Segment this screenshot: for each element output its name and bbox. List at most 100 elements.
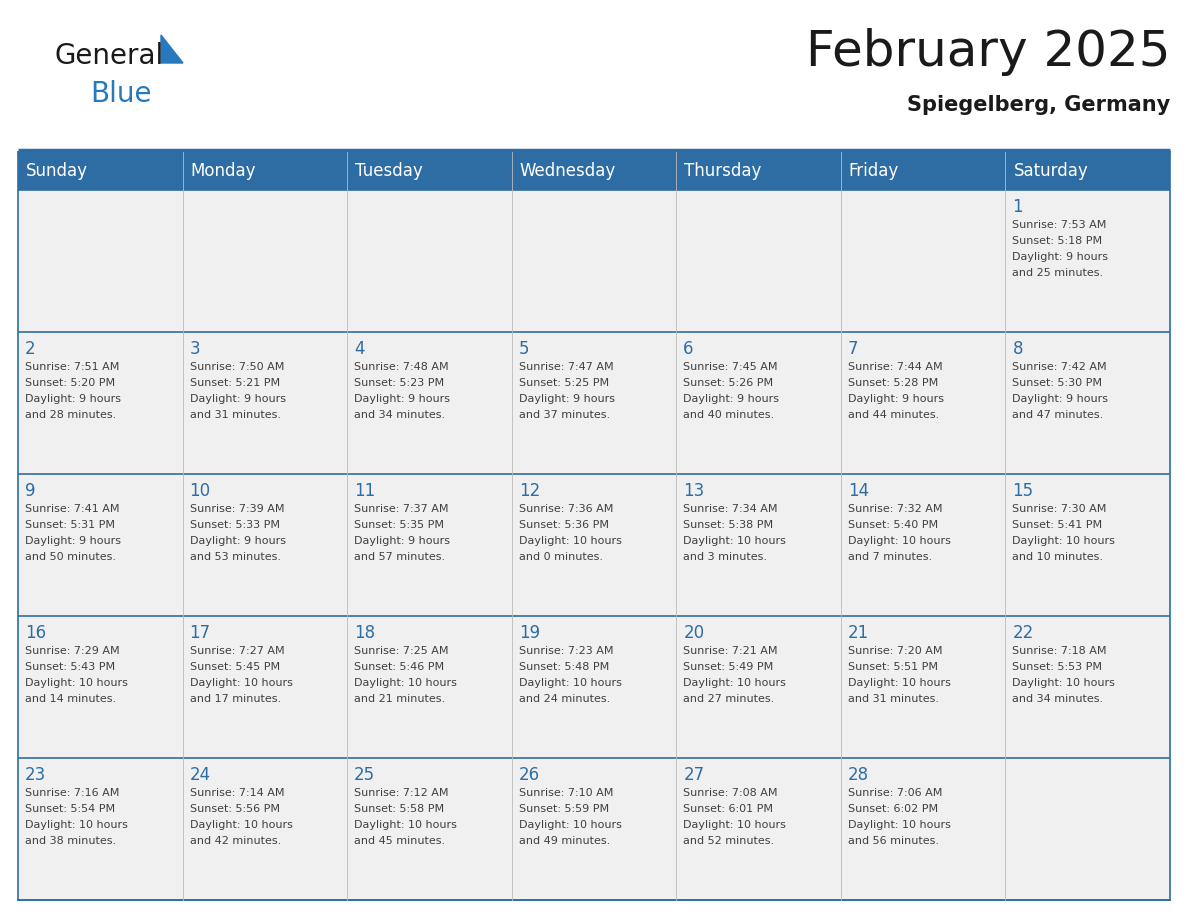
Text: Sunrise: 7:34 AM: Sunrise: 7:34 AM bbox=[683, 504, 778, 514]
Bar bbox=[183, 616, 347, 758]
Bar bbox=[347, 152, 512, 190]
Bar bbox=[183, 152, 347, 190]
Text: Daylight: 10 hours: Daylight: 10 hours bbox=[683, 536, 786, 546]
Bar bbox=[1005, 616, 1170, 758]
Text: Daylight: 9 hours: Daylight: 9 hours bbox=[848, 394, 943, 404]
Text: Sunset: 5:48 PM: Sunset: 5:48 PM bbox=[519, 662, 609, 672]
Bar bbox=[18, 758, 183, 900]
Text: Sunset: 5:59 PM: Sunset: 5:59 PM bbox=[519, 804, 608, 814]
Text: Daylight: 9 hours: Daylight: 9 hours bbox=[683, 394, 779, 404]
Bar bbox=[841, 616, 1005, 758]
Text: Daylight: 10 hours: Daylight: 10 hours bbox=[519, 820, 621, 830]
Text: 24: 24 bbox=[190, 766, 210, 784]
Bar bbox=[676, 758, 841, 900]
Text: Sunset: 5:43 PM: Sunset: 5:43 PM bbox=[25, 662, 115, 672]
Text: Daylight: 9 hours: Daylight: 9 hours bbox=[25, 394, 121, 404]
Bar bbox=[512, 474, 676, 616]
Text: Daylight: 9 hours: Daylight: 9 hours bbox=[354, 394, 450, 404]
Text: and 17 minutes.: and 17 minutes. bbox=[190, 694, 280, 704]
Text: 25: 25 bbox=[354, 766, 375, 784]
Text: Sunday: Sunday bbox=[26, 162, 88, 180]
Text: and 56 minutes.: and 56 minutes. bbox=[848, 836, 939, 846]
Text: Sunrise: 7:42 AM: Sunrise: 7:42 AM bbox=[1012, 362, 1107, 372]
Text: and 42 minutes.: and 42 minutes. bbox=[190, 836, 280, 846]
Text: Sunset: 5:23 PM: Sunset: 5:23 PM bbox=[354, 378, 444, 388]
Text: Wednesday: Wednesday bbox=[519, 162, 615, 180]
Text: Daylight: 9 hours: Daylight: 9 hours bbox=[190, 394, 285, 404]
Text: and 49 minutes.: and 49 minutes. bbox=[519, 836, 609, 846]
Text: and 57 minutes.: and 57 minutes. bbox=[354, 552, 446, 562]
Text: 28: 28 bbox=[848, 766, 868, 784]
Text: and 0 minutes.: and 0 minutes. bbox=[519, 552, 602, 562]
Bar bbox=[347, 616, 512, 758]
Text: Sunset: 5:36 PM: Sunset: 5:36 PM bbox=[519, 520, 608, 530]
Bar bbox=[676, 152, 841, 190]
Text: 20: 20 bbox=[683, 624, 704, 642]
Text: Daylight: 10 hours: Daylight: 10 hours bbox=[354, 820, 457, 830]
Text: 19: 19 bbox=[519, 624, 539, 642]
Text: Sunset: 5:28 PM: Sunset: 5:28 PM bbox=[848, 378, 939, 388]
Text: and 10 minutes.: and 10 minutes. bbox=[1012, 552, 1104, 562]
Text: and 27 minutes.: and 27 minutes. bbox=[683, 694, 775, 704]
Text: Sunset: 6:01 PM: Sunset: 6:01 PM bbox=[683, 804, 773, 814]
Text: 13: 13 bbox=[683, 482, 704, 500]
Text: Sunrise: 7:36 AM: Sunrise: 7:36 AM bbox=[519, 504, 613, 514]
Text: Spiegelberg, Germany: Spiegelberg, Germany bbox=[906, 95, 1170, 115]
Text: Sunset: 5:54 PM: Sunset: 5:54 PM bbox=[25, 804, 115, 814]
Text: 6: 6 bbox=[683, 340, 694, 358]
Text: Sunrise: 7:39 AM: Sunrise: 7:39 AM bbox=[190, 504, 284, 514]
Bar bbox=[183, 758, 347, 900]
Text: Daylight: 9 hours: Daylight: 9 hours bbox=[519, 394, 614, 404]
Text: and 45 minutes.: and 45 minutes. bbox=[354, 836, 446, 846]
Text: Sunrise: 7:12 AM: Sunrise: 7:12 AM bbox=[354, 788, 449, 798]
Text: Sunrise: 7:16 AM: Sunrise: 7:16 AM bbox=[25, 788, 119, 798]
Text: Blue: Blue bbox=[90, 80, 152, 108]
Bar bbox=[512, 332, 676, 474]
Bar bbox=[1005, 758, 1170, 900]
Bar bbox=[1005, 152, 1170, 190]
Text: and 44 minutes.: and 44 minutes. bbox=[848, 410, 939, 420]
Text: 12: 12 bbox=[519, 482, 541, 500]
Text: Sunrise: 7:20 AM: Sunrise: 7:20 AM bbox=[848, 646, 942, 656]
Text: 3: 3 bbox=[190, 340, 201, 358]
Text: and 25 minutes.: and 25 minutes. bbox=[1012, 268, 1104, 278]
Text: 17: 17 bbox=[190, 624, 210, 642]
Text: Sunrise: 7:25 AM: Sunrise: 7:25 AM bbox=[354, 646, 449, 656]
Text: and 31 minutes.: and 31 minutes. bbox=[190, 410, 280, 420]
Text: Daylight: 10 hours: Daylight: 10 hours bbox=[25, 820, 128, 830]
Text: Tuesday: Tuesday bbox=[355, 162, 423, 180]
Text: Sunrise: 7:44 AM: Sunrise: 7:44 AM bbox=[848, 362, 942, 372]
Bar bbox=[512, 190, 676, 332]
Text: 21: 21 bbox=[848, 624, 870, 642]
Text: Sunrise: 7:47 AM: Sunrise: 7:47 AM bbox=[519, 362, 613, 372]
Text: Sunset: 5:40 PM: Sunset: 5:40 PM bbox=[848, 520, 939, 530]
Bar bbox=[512, 616, 676, 758]
Bar bbox=[183, 190, 347, 332]
Bar bbox=[183, 474, 347, 616]
Text: 15: 15 bbox=[1012, 482, 1034, 500]
Text: Daylight: 10 hours: Daylight: 10 hours bbox=[519, 678, 621, 688]
Text: 9: 9 bbox=[25, 482, 36, 500]
Text: Daylight: 9 hours: Daylight: 9 hours bbox=[1012, 252, 1108, 262]
Text: Daylight: 10 hours: Daylight: 10 hours bbox=[683, 820, 786, 830]
Text: Sunrise: 7:30 AM: Sunrise: 7:30 AM bbox=[1012, 504, 1107, 514]
Text: and 38 minutes.: and 38 minutes. bbox=[25, 836, 116, 846]
Text: Sunset: 5:33 PM: Sunset: 5:33 PM bbox=[190, 520, 279, 530]
Text: Daylight: 10 hours: Daylight: 10 hours bbox=[683, 678, 786, 688]
Text: Sunrise: 7:51 AM: Sunrise: 7:51 AM bbox=[25, 362, 119, 372]
Bar bbox=[512, 152, 676, 190]
Text: Sunrise: 7:48 AM: Sunrise: 7:48 AM bbox=[354, 362, 449, 372]
Bar bbox=[18, 190, 183, 332]
Text: Daylight: 9 hours: Daylight: 9 hours bbox=[354, 536, 450, 546]
Text: and 37 minutes.: and 37 minutes. bbox=[519, 410, 609, 420]
Text: Sunset: 5:41 PM: Sunset: 5:41 PM bbox=[1012, 520, 1102, 530]
Text: General: General bbox=[55, 42, 164, 70]
Text: Sunset: 5:26 PM: Sunset: 5:26 PM bbox=[683, 378, 773, 388]
Text: Monday: Monday bbox=[190, 162, 257, 180]
Bar bbox=[676, 190, 841, 332]
Text: and 53 minutes.: and 53 minutes. bbox=[190, 552, 280, 562]
Text: Sunset: 5:35 PM: Sunset: 5:35 PM bbox=[354, 520, 444, 530]
Text: and 34 minutes.: and 34 minutes. bbox=[354, 410, 446, 420]
Bar bbox=[18, 332, 183, 474]
Text: Sunrise: 7:06 AM: Sunrise: 7:06 AM bbox=[848, 788, 942, 798]
